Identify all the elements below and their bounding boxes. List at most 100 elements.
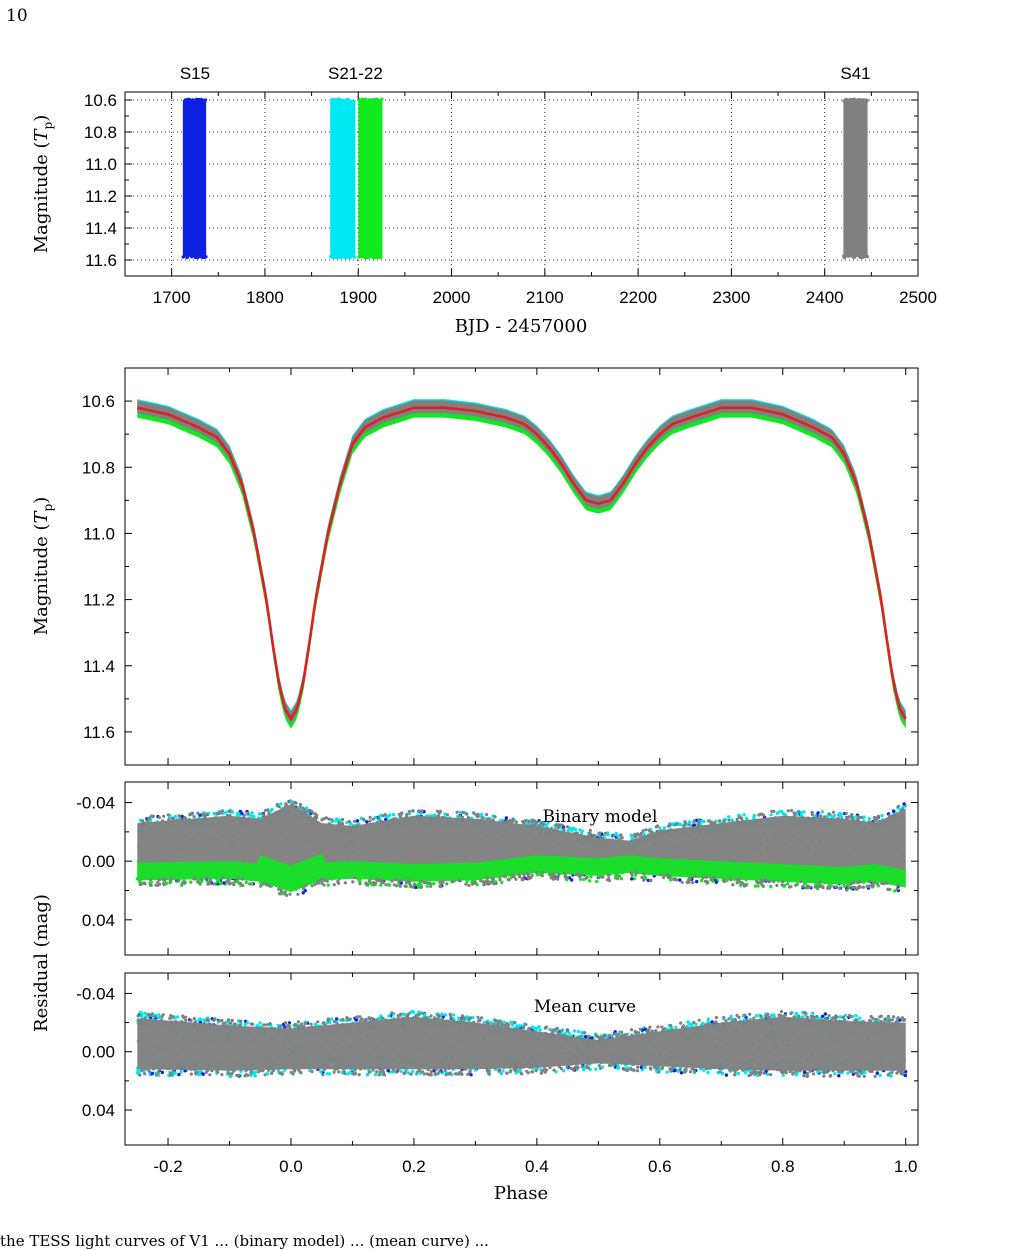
sector-data-edge-point [331,254,335,258]
binary-residual-edge-point [550,826,554,831]
binary-residual-edge-point [522,873,526,877]
binary-residual-scatter-point [753,884,758,888]
binary-residual-scatter-point [632,877,637,881]
binary-residual-scatter-point [236,880,240,884]
mean-curve-annotation: Mean curve [534,997,636,1017]
binary-residual-scatter-point [370,883,374,887]
binary-residual-edge-point [520,877,525,881]
binary-residual-edge-point [355,824,359,828]
sector-data-edge-point [200,255,204,259]
mean-residual-scatter-point [347,1071,352,1075]
mean-residual-edge-point [297,1068,301,1072]
binary-residual-edge-point [438,809,443,814]
mean-residual-edge-point [512,1067,516,1071]
mean-residual-edge-point [341,1067,345,1071]
binary-residual-edge-point [710,877,715,881]
binary-residual-edge-point [424,881,428,885]
phase-curve-y-tick-label: 11.2 [83,591,115,610]
mean-residual-edge-point [550,1032,554,1036]
binary-residual-ticks: -0.04 0.00 0.04 [76,782,918,955]
binary-residual-edge-point [327,817,331,821]
sector-data-band-S22 [358,100,383,257]
binary-residual-edge-point [298,802,302,807]
mean-residual-edge-point [265,1023,269,1027]
mean-residual-edge-point [580,1065,584,1069]
mean-residual-edge-point [515,1065,519,1069]
binary-residual-edge-point [538,823,542,828]
mean-residual-edge-point [153,1015,157,1019]
binary-residual-scatter-point [290,800,294,804]
binary-residual-scatter-point [702,819,706,824]
binary-residual-y-tick-label: 0.04 [82,911,115,930]
binary-residual-scatter-point [725,878,729,882]
binary-residual-edge-point [361,817,366,822]
mean-residual-edge-point [813,1015,818,1019]
binary-model-curve [137,406,907,722]
binary-residual-edge-point [656,824,660,828]
binary-residual-edge-point [794,883,798,887]
binary-residual-edge-point [557,873,561,877]
binary-residual-edge-point [797,810,801,814]
binary-residual-edge-point [470,882,474,886]
mean-residual-edge-point [769,1017,774,1021]
binary-residual-edge-point [821,886,825,890]
binary-residual-edge-point [235,877,239,881]
mean-residual-edge-point [210,1069,214,1073]
binary-residual-edge-point [870,822,874,826]
mean-residual-edge-point [678,1068,682,1072]
binary-residual-scatter-point [839,815,844,819]
mean-residual-edge-point [897,1069,901,1074]
binary-residual-edge-point [341,817,345,822]
mean-residual-scatter-point [510,1023,515,1027]
binary-residual-edge-point [845,884,849,888]
binary-residual-edge-point [358,882,362,886]
binary-residual-edge-point [895,887,899,891]
binary-residual-edge-point [884,881,888,885]
mean-residual-scatter-point [327,1072,332,1076]
binary-residual-edge-point [872,816,877,820]
binary-residual-edge-point [867,879,872,883]
sector-data-edge-point [364,97,368,101]
mean-residual-scatter-point [143,1011,147,1015]
binary-residual-edge-point [612,834,616,838]
mean-residual-scatter-point [378,1016,382,1020]
binary-residual-edge-point [607,873,611,877]
mean-residual-scatter-point [335,1017,339,1021]
mean-residual-edge-point [348,1017,352,1021]
binary-residual-edge-point [566,825,570,829]
time-series-y-tick-label: 10.8 [84,123,117,142]
mean-residual-edge-point [251,1022,255,1026]
binary-residual-edge-point [233,880,237,884]
mean-residual-edge-point [767,1015,771,1020]
binary-residual-edge-point [640,875,644,880]
binary-residual-edge-point [806,886,810,890]
binary-residual-edge-point [141,819,145,823]
mean-residual-edge-point [459,1066,463,1070]
binary-residual-scatter-point [326,883,330,887]
binary-residual-edge-point [858,880,862,884]
binary-residual-edge-point [329,823,334,827]
binary-residual-edge-point [831,810,836,814]
mean-residual-edge-point [821,1018,825,1022]
mean-residual-scatter-point [179,1070,183,1074]
sector-data-edge-point [849,254,853,258]
mean-residual-scatter-point [736,1071,741,1076]
binary-residual-edge-point [490,880,494,884]
binary-residual-edge-point [301,806,305,810]
binary-residual-edge-point [324,816,328,820]
binary-residual-edge-point [541,823,546,827]
binary-residual-edge-point [619,836,624,840]
binary-residual-edge-point [213,882,217,886]
mean-residual-edge-point [299,1071,303,1075]
binary-residual-edge-point [398,815,402,819]
binary-residual-edge-point [365,883,369,887]
binary-residual-scatter-point [431,882,436,886]
mean-residual-edge-point [630,1028,634,1032]
binary-residual-edge-point [763,878,768,882]
mean-residual-scatter-point [373,1072,378,1077]
sector-data-edge-point [850,97,855,102]
mean-residual-scatter-point [276,1068,281,1073]
time-series-y-tick-label: 11.6 [85,251,117,270]
binary-residual-edge-point [532,823,536,827]
mean-residual-edge-point [415,1070,419,1074]
